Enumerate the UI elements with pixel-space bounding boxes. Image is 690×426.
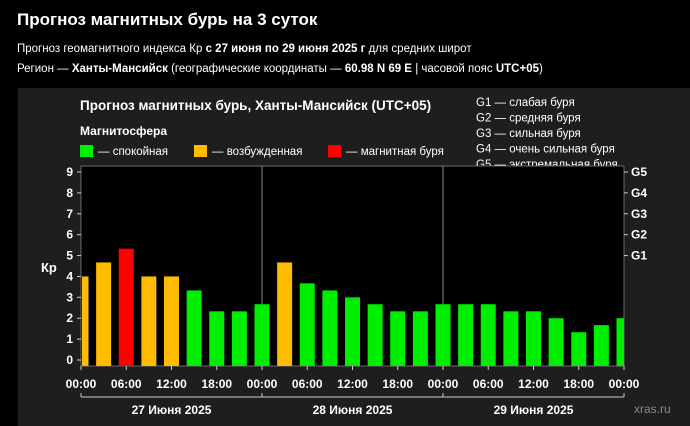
x-tick-label-7: 18:00 [382,377,413,391]
plot-area: 0 1 2 3 4 5 6 7 8 9 G1 G2 G3 G4 G5 00:00 06:00 12:00 18:00… [66,165,648,417]
storm-legend-item-1: G2 — средняя буря [476,113,581,125]
kp-bar-5 [186,290,202,366]
g-level-label-0: G1 [631,249,647,263]
coords-prefix: (географические координаты — [171,63,342,75]
kp-bar-16 [435,304,451,366]
forecast-period-line: Прогноз геомагнитного индекса Кр с 27 ию… [17,43,472,55]
day-label-2: 29 Июня 2025 [494,403,574,417]
day-label-0: 27 Июня 2025 [132,403,212,417]
kp-bar-12 [345,297,360,366]
region-line-end: ) [539,63,543,75]
x-tick-label-11: 18:00 [563,377,594,391]
legend-swatch-2 [328,145,341,157]
period-prefix: Прогноз геомагнитного индекса Кр [17,43,203,55]
g-level-label-2: G3 [631,207,647,221]
region-timezone: UTC+05 [495,63,539,75]
kp-bar-13 [367,304,383,366]
kp-bar-3 [141,276,157,366]
period-suffix: для средних широт [368,43,472,55]
kp-bar-20 [526,311,541,366]
x-tick-label-3: 18:00 [201,377,232,391]
region-prefix: Регион — [17,63,69,75]
kp-bar-4 [164,276,179,366]
kp-bar-21 [548,318,564,366]
kp-bar-24 [616,318,624,366]
legend-label-2: — магнитная буря [346,146,444,158]
kp-bar-22 [571,332,587,366]
x-tick-label-6: 12:00 [337,377,368,391]
kp-forecast-chart: Прогноз магнитных бурь, Ханты-Мансийск (… [41,97,671,417]
storm-legend-item-0: G1 — слабая буря [476,97,575,109]
x-tick-label-5: 06:00 [292,377,323,391]
period-dates: с 27 июня по 29 июня 2025 г [205,43,366,55]
y-tick-label-6: 6 [66,228,73,242]
region-name: Ханты-Мансийск [71,63,168,75]
kp-bar-9 [277,262,293,366]
y-tick-label-5: 5 [66,249,73,263]
legend-title: Магнитосфера [80,124,167,138]
x-tick-label-1: 06:00 [111,377,142,391]
legend-label-1: — возбужденная [212,146,302,158]
x-tick-label-2: 12:00 [156,377,187,391]
timezone-prefix: | часовой пояс [415,63,493,75]
kp-bar-18 [480,304,496,366]
legend-label-0: — спокойная [98,146,168,158]
y-tick-label-7: 7 [66,207,73,221]
y-tick-label-0: 0 [66,353,73,367]
y-tick-label-1: 1 [66,332,73,346]
storm-legend-item-3: G4 — очень сильная буря [476,144,615,156]
storm-level-legend: G1 — слабая буря G2 — средняя буря G3 — си… [476,97,618,171]
g-level-label-4: G5 [631,165,647,179]
kp-bar-1 [96,262,112,366]
kp-bar-17 [458,304,474,366]
y-tick-label-2: 2 [66,311,73,325]
kp-bar-2 [118,248,134,366]
x-tick-label-9: 06:00 [473,377,504,391]
kp-bar-10 [299,283,315,366]
watermark: xras.ru [634,402,671,416]
chart-panel: Прогноз магнитных бурь, Ханты-Мансийск (… [18,88,690,426]
x-tick-label-12: 00:00 [609,377,640,391]
y-axis-label: Кр [41,260,57,275]
y-tick-label-4: 4 [66,269,73,283]
y-tick-label-8: 8 [66,186,73,200]
kp-bar-19 [503,311,519,366]
legend-swatch-0 [80,145,93,157]
y-tick-label-9: 9 [66,165,73,179]
kp-bar-11 [322,290,338,366]
kp-bar-6 [209,311,225,366]
x-tick-label-8: 00:00 [428,377,459,391]
day-label-1: 28 Июня 2025 [313,403,393,417]
kp-bar-8 [254,304,270,366]
page-title: Прогноз магнитных бурь на 3 суток [17,10,318,29]
kp-bar-7 [231,311,247,366]
legend-swatch-1 [194,145,207,157]
g-level-label-3: G4 [631,186,647,200]
region-line: Регион — Ханты-Мансийск (географические … [17,63,543,75]
region-coords: 60.98 N 69 E [344,63,412,75]
chart-title: Прогноз магнитных бурь, Ханты-Мансийск (… [80,98,431,113]
kp-bar-15 [412,311,428,366]
x-tick-label-0: 00:00 [66,377,97,391]
kp-bar-14 [390,311,406,366]
kp-bar-0 [82,276,89,366]
g-level-label-1: G2 [631,228,647,242]
y-tick-label-3: 3 [66,290,73,304]
x-tick-label-10: 12:00 [518,377,549,391]
kp-bar-23 [593,325,609,366]
magnetosphere-legend: — спокойная — возбужденная — магнитная бур… [80,145,444,158]
x-tick-label-4: 00:00 [247,377,278,391]
storm-legend-item-2: G3 — сильная буря [476,128,581,140]
